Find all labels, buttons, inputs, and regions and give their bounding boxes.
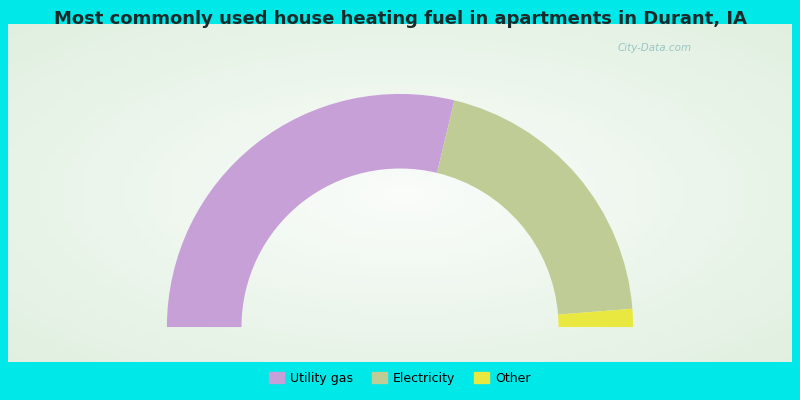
Legend: Utility gas, Electricity, Other: Utility gas, Electricity, Other xyxy=(264,367,536,390)
Wedge shape xyxy=(437,100,632,314)
Wedge shape xyxy=(558,309,633,327)
Text: Most commonly used house heating fuel in apartments in Durant, IA: Most commonly used house heating fuel in… xyxy=(54,10,746,28)
Wedge shape xyxy=(167,94,454,327)
Text: City-Data.com: City-Data.com xyxy=(618,43,691,53)
